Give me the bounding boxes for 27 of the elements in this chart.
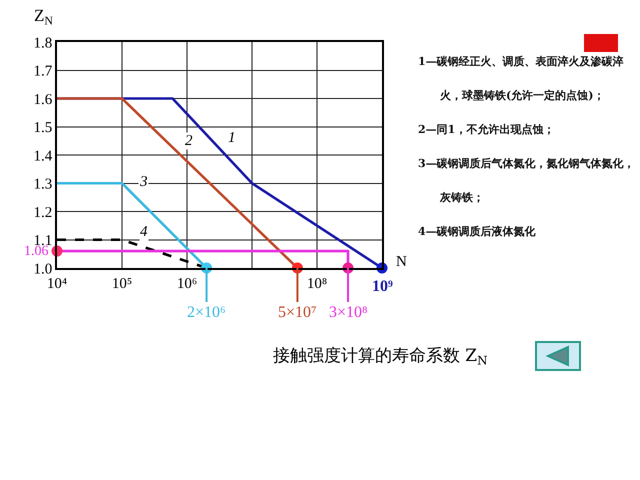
text: 3—碳钢调质后气体氮化，氮化钢气体氮化，灰铸铁； (418, 157, 635, 204)
x-tick-label: 10⁴ (46, 276, 68, 292)
y-tick-label: 1.2 (34, 204, 52, 221)
annotation: 2×10⁶ (187, 304, 226, 321)
annotation: 10⁹ (372, 278, 393, 295)
x-tick-label: 10⁶ (176, 276, 198, 292)
series-label: 4 (140, 224, 148, 240)
y-tick-label: 1.4 (34, 148, 53, 164)
y-tick-label: 1.7 (34, 64, 53, 80)
y-tick-label: 1.0 (34, 261, 52, 278)
y-tick-label: 1.5 (34, 120, 52, 136)
x-tick-label: 10⁸ (306, 276, 328, 292)
series-label: 3 (139, 174, 148, 190)
annotation: 5×10⁷ (278, 304, 317, 321)
y-tick-label: 1.3 (34, 176, 52, 192)
y-tick-label: 1.8 (34, 35, 52, 52)
text: 接触强度计算的寿命系数 Z$_{N}$ (272, 346, 488, 368)
series-label: 1 (228, 130, 236, 146)
y-tick-label: 1.6 (34, 92, 53, 108)
text: 4—碳钢调质后液体氮化 (418, 224, 537, 240)
series-label: 2 (185, 133, 193, 149)
text: 1—碳钢经正火、调质、表面淬火及渗碳淬火，球墨铸铁(允许一定的点蚀)； (418, 55, 624, 102)
x-tick-label: 10⁵ (112, 276, 132, 292)
annotation: 3×10⁸ (329, 304, 368, 321)
text: 2—同1，不允许出现点蚀； (418, 122, 556, 138)
y-axis-title: Z$_{N}$ (34, 6, 54, 28)
x-axis-title: N (396, 254, 407, 270)
